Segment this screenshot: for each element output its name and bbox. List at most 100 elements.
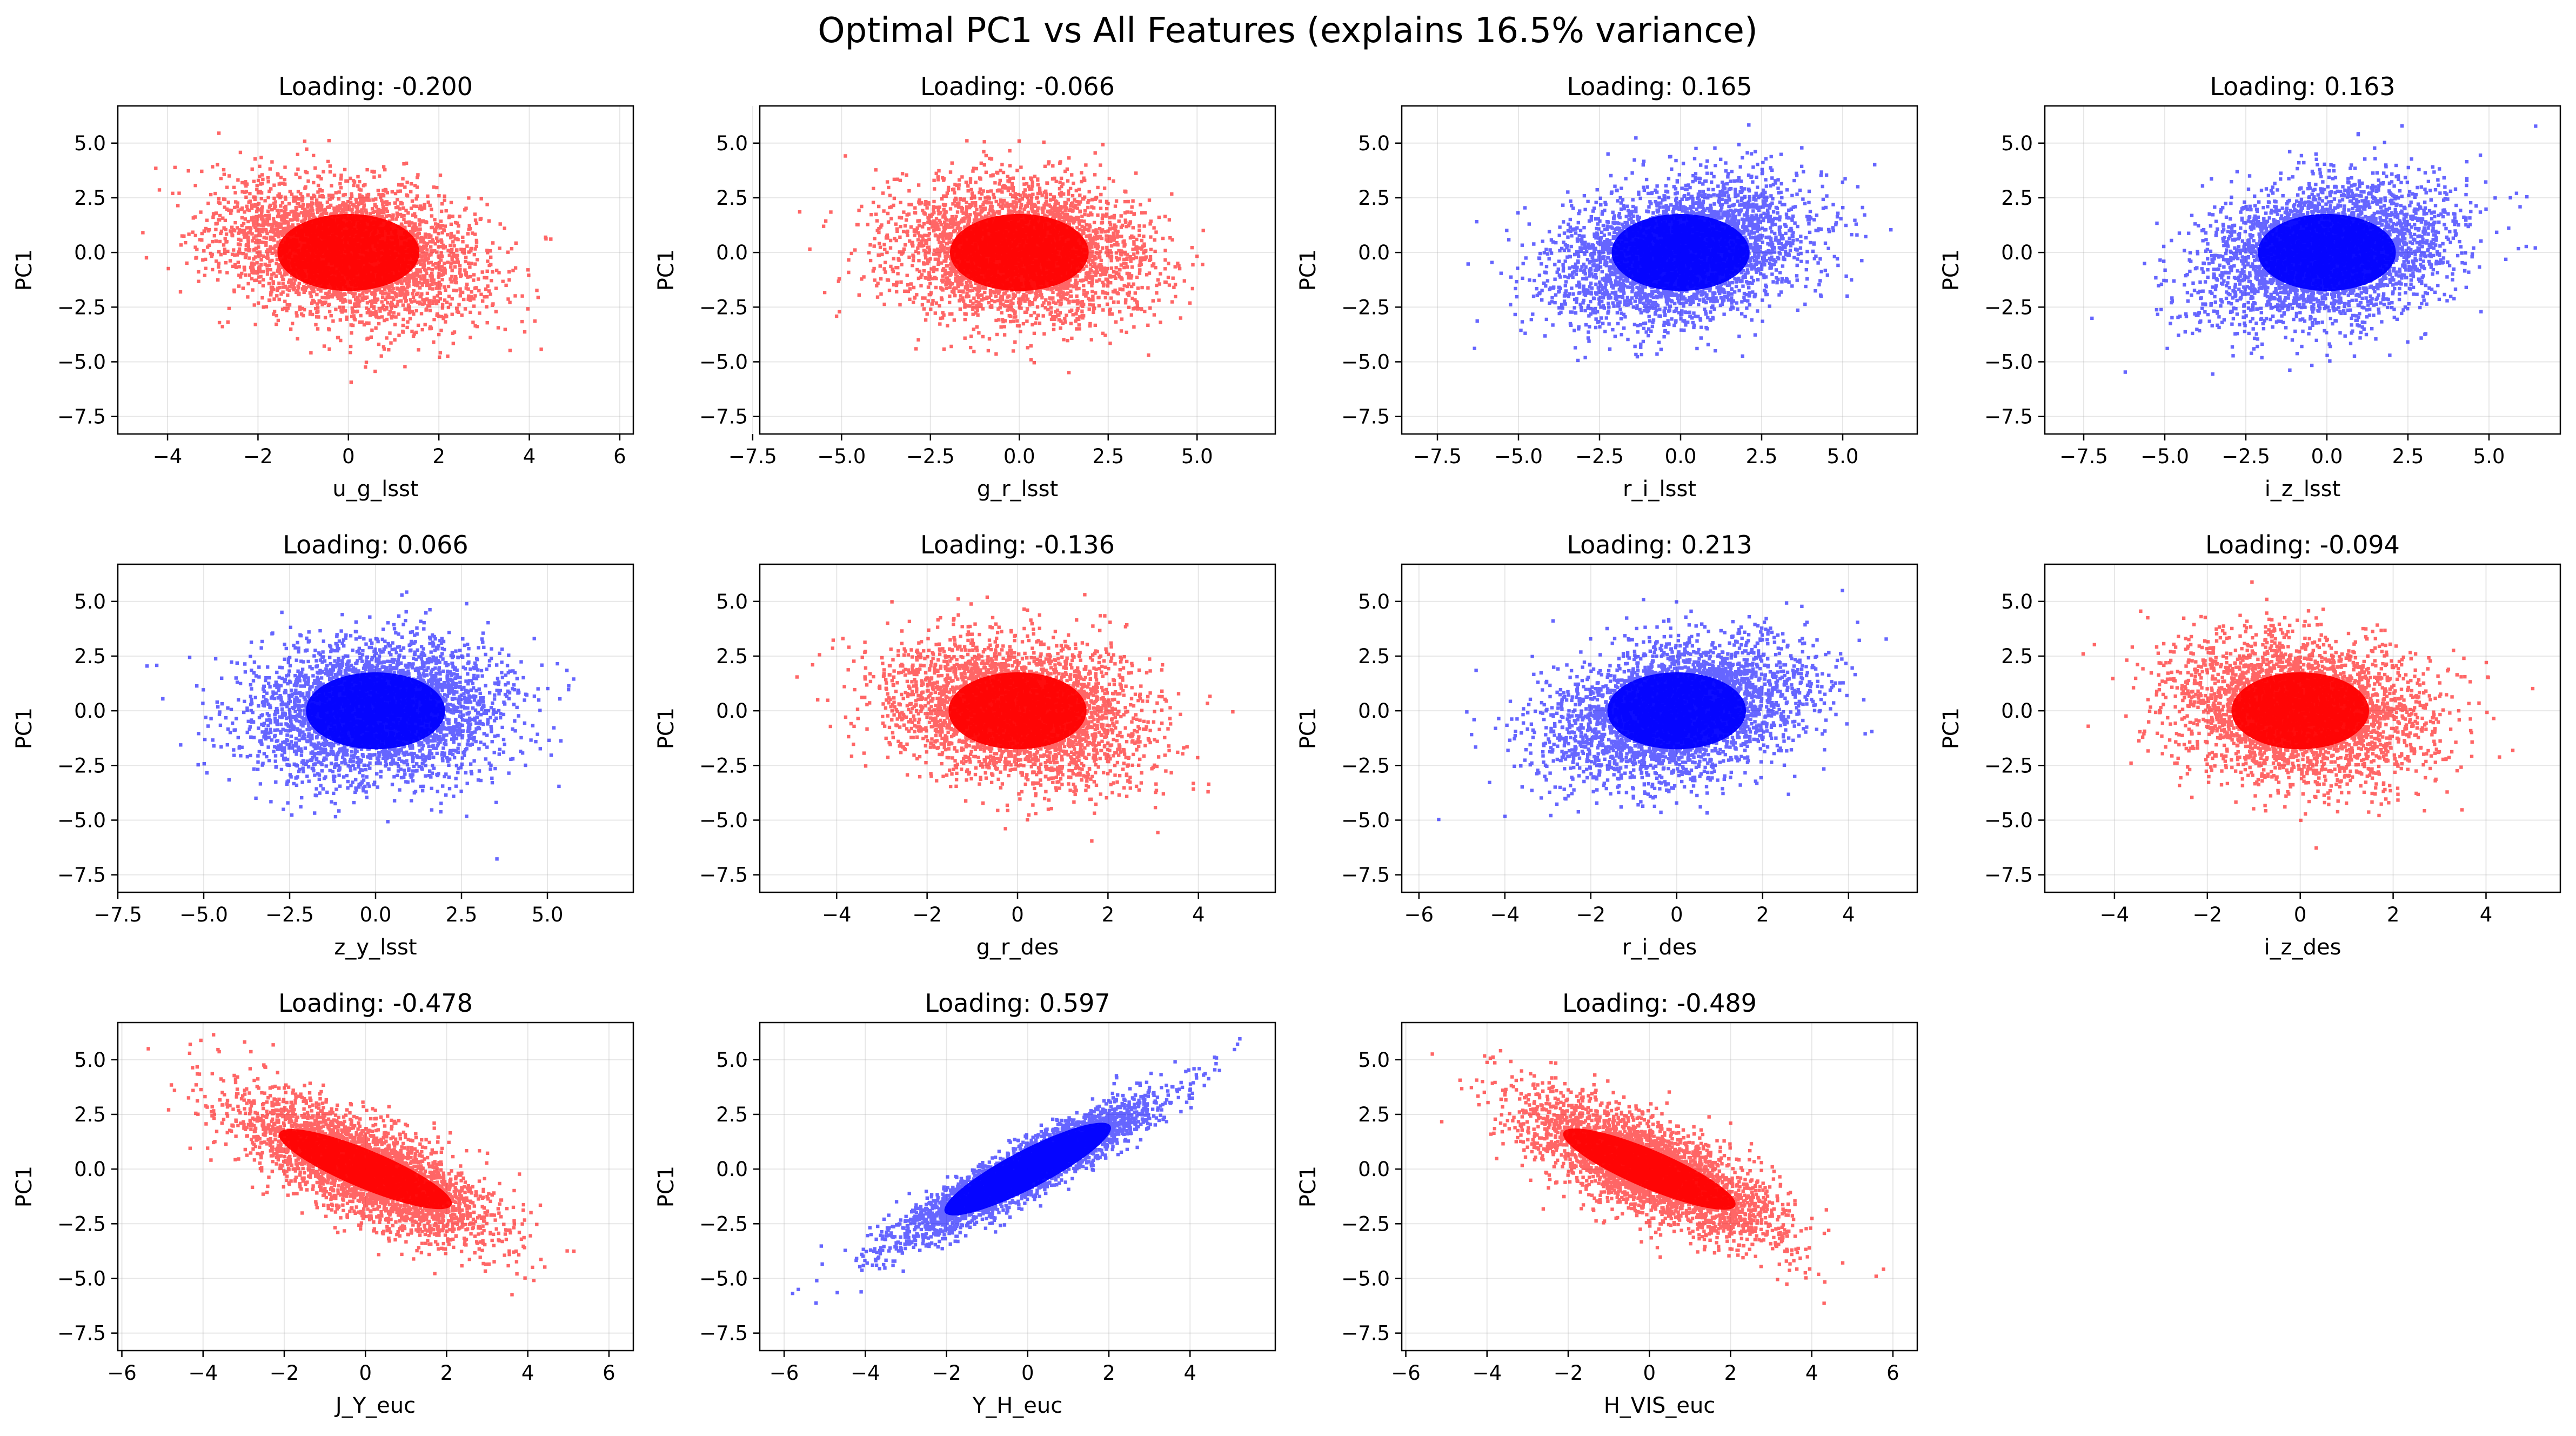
y-tick-label: −5.0 (57, 350, 106, 373)
x-tick-label: −2.5 (906, 445, 955, 468)
axes-frame (117, 1021, 634, 1352)
x-tick-label: −7.5 (93, 903, 142, 926)
x-tick-label: 2 (432, 445, 445, 468)
x-tick-label: 2 (1102, 903, 1115, 926)
dense-core (944, 1123, 1111, 1215)
x-axis-label: u_g_lsst (332, 477, 418, 502)
x-axis-label: g_r_des (976, 935, 1059, 960)
axes-frame (1401, 105, 1918, 435)
subplot-title: Loading: 0.597 (925, 988, 1110, 1018)
x-tick-label: 0 (359, 1361, 372, 1385)
subplot-5: −7.5 −5.0 −2.5 0.0 2.5 5.0 −7.5 −5.0 −2.5 0.0 2.5 5… (12, 530, 634, 960)
y-tick-label: 0.0 (1358, 241, 1390, 264)
y-tick-label: 5.0 (2001, 590, 2033, 613)
y-tick-label: 2.5 (1358, 1103, 1390, 1126)
y-tick-label: 0.0 (716, 699, 748, 723)
x-tick-label: −7.5 (2059, 445, 2108, 468)
x-tick-label: 4 (2480, 903, 2493, 926)
dense-core (949, 213, 1089, 291)
y-tick-label: −7.5 (1984, 405, 2033, 429)
x-tick-label: 5.0 (1181, 445, 1213, 468)
x-tick-label: −6 (1404, 903, 1434, 926)
x-tick-label: 6 (1886, 1361, 1899, 1385)
y-tick-label: 0.0 (2001, 699, 2033, 723)
x-tick-label: −5.0 (179, 903, 228, 926)
dense-core (1607, 672, 1747, 750)
figure-title: Optimal PC1 vs All Features (explains 16… (818, 11, 1758, 51)
x-tick-label: −4 (2100, 903, 2130, 926)
x-tick-label: 0.0 (360, 903, 392, 926)
y-tick-label: −2.5 (1984, 296, 2033, 319)
x-tick-label: −2 (912, 903, 942, 926)
x-tick-label: −2.5 (265, 903, 314, 926)
x-tick-label: −2 (2193, 903, 2223, 926)
dense-core (277, 213, 420, 291)
x-tick-label: 0 (1670, 903, 1683, 926)
x-tick-label: 2.5 (446, 903, 478, 926)
x-tick-label: 0.0 (2311, 445, 2343, 468)
y-tick-label: 2.5 (2001, 645, 2033, 668)
axes-frame (1401, 563, 1918, 893)
y-tick-label: 2.5 (74, 186, 106, 210)
x-tick-label: −2.5 (2222, 445, 2270, 468)
y-tick-label: −2.5 (699, 1212, 748, 1235)
y-axis-label: PC1 (12, 249, 37, 291)
x-tick-label: 0 (1011, 903, 1024, 926)
dense-core (306, 672, 445, 750)
dense-core (1611, 213, 1750, 291)
y-tick-label: 5.0 (74, 132, 106, 155)
axes-frame (759, 105, 1276, 435)
x-axis-label: r_i_lsst (1623, 477, 1696, 502)
x-tick-label: 0.0 (1665, 445, 1697, 468)
x-axis-label: Y_H_euc (972, 1393, 1062, 1418)
y-axis-label: PC1 (654, 1166, 679, 1208)
x-tick-label: −6 (107, 1361, 137, 1385)
gridlines (760, 564, 1275, 892)
x-tick-label: −2 (243, 445, 273, 468)
y-tick-label: 5.0 (1358, 1048, 1390, 1072)
x-tick-label: 4 (521, 1361, 534, 1385)
x-tick-label: 2 (1102, 1361, 1115, 1385)
y-tick-label: 5.0 (716, 590, 748, 613)
subplot-7: −6 −4 −2 0 2 4 −7.5 −5.0 −2.5 0.0 2.5 5.0 Loading: 0… (1296, 530, 1918, 960)
x-tick-label: −4 (188, 1361, 218, 1385)
x-tick-label: 4 (1842, 903, 1855, 926)
x-tick-label: 2.5 (2392, 445, 2424, 468)
y-tick-label: −5.0 (1984, 350, 2033, 373)
x-tick-label: −5.0 (1494, 445, 1543, 468)
subplot-title: Loading: -0.066 (920, 72, 1115, 101)
scatter-points (1430, 1049, 1885, 1305)
y-tick-label: 2.5 (74, 645, 106, 668)
y-tick-label: −7.5 (699, 405, 748, 429)
y-tick-label: −7.5 (699, 864, 748, 887)
y-tick-label: −5.0 (699, 1267, 748, 1290)
y-tick-label: 0.0 (74, 1158, 106, 1181)
x-tick-label: −6 (1391, 1361, 1421, 1385)
subplot-title: Loading: -0.094 (2205, 530, 2400, 559)
y-axis-label: PC1 (12, 707, 37, 750)
x-axis-label: r_i_des (1622, 935, 1697, 960)
scatter-points (2081, 580, 2535, 850)
subplot-9: −6 −4 −2 0 2 4 6 −7.5 −5.0 −2.5 0.0 2.5 5.0 Loading: … (12, 988, 634, 1418)
x-axis-label: i_z_lsst (2265, 477, 2341, 502)
x-tick-label: −4 (851, 1361, 880, 1385)
y-tick-label: −2.5 (1984, 754, 2033, 777)
scatter-points (141, 131, 553, 384)
subplot-title: Loading: 0.163 (2210, 72, 2395, 101)
x-tick-label: −2 (932, 1361, 961, 1385)
y-tick-label: −5.0 (699, 350, 748, 373)
x-tick-label: −4 (822, 903, 852, 926)
y-tick-label: −2.5 (57, 296, 106, 319)
x-axis-label: z_y_lsst (334, 935, 417, 960)
y-tick-label: 0.0 (716, 1158, 748, 1181)
subplot-10: −6 −4 −2 0 2 4 −7.5 −5.0 −2.5 0.0 2.5 5.0 Loading: 0… (654, 988, 1276, 1418)
x-tick-label: 0 (1643, 1361, 1656, 1385)
y-tick-label: −7.5 (1984, 864, 2033, 887)
y-tick-label: −7.5 (1341, 864, 1390, 887)
x-tick-label: −2.5 (1575, 445, 1624, 468)
y-tick-label: 0.0 (74, 699, 106, 723)
y-tick-label: −5.0 (1341, 809, 1390, 832)
y-tick-label: 0.0 (1358, 1158, 1390, 1181)
x-tick-label: −2 (1576, 903, 1606, 926)
